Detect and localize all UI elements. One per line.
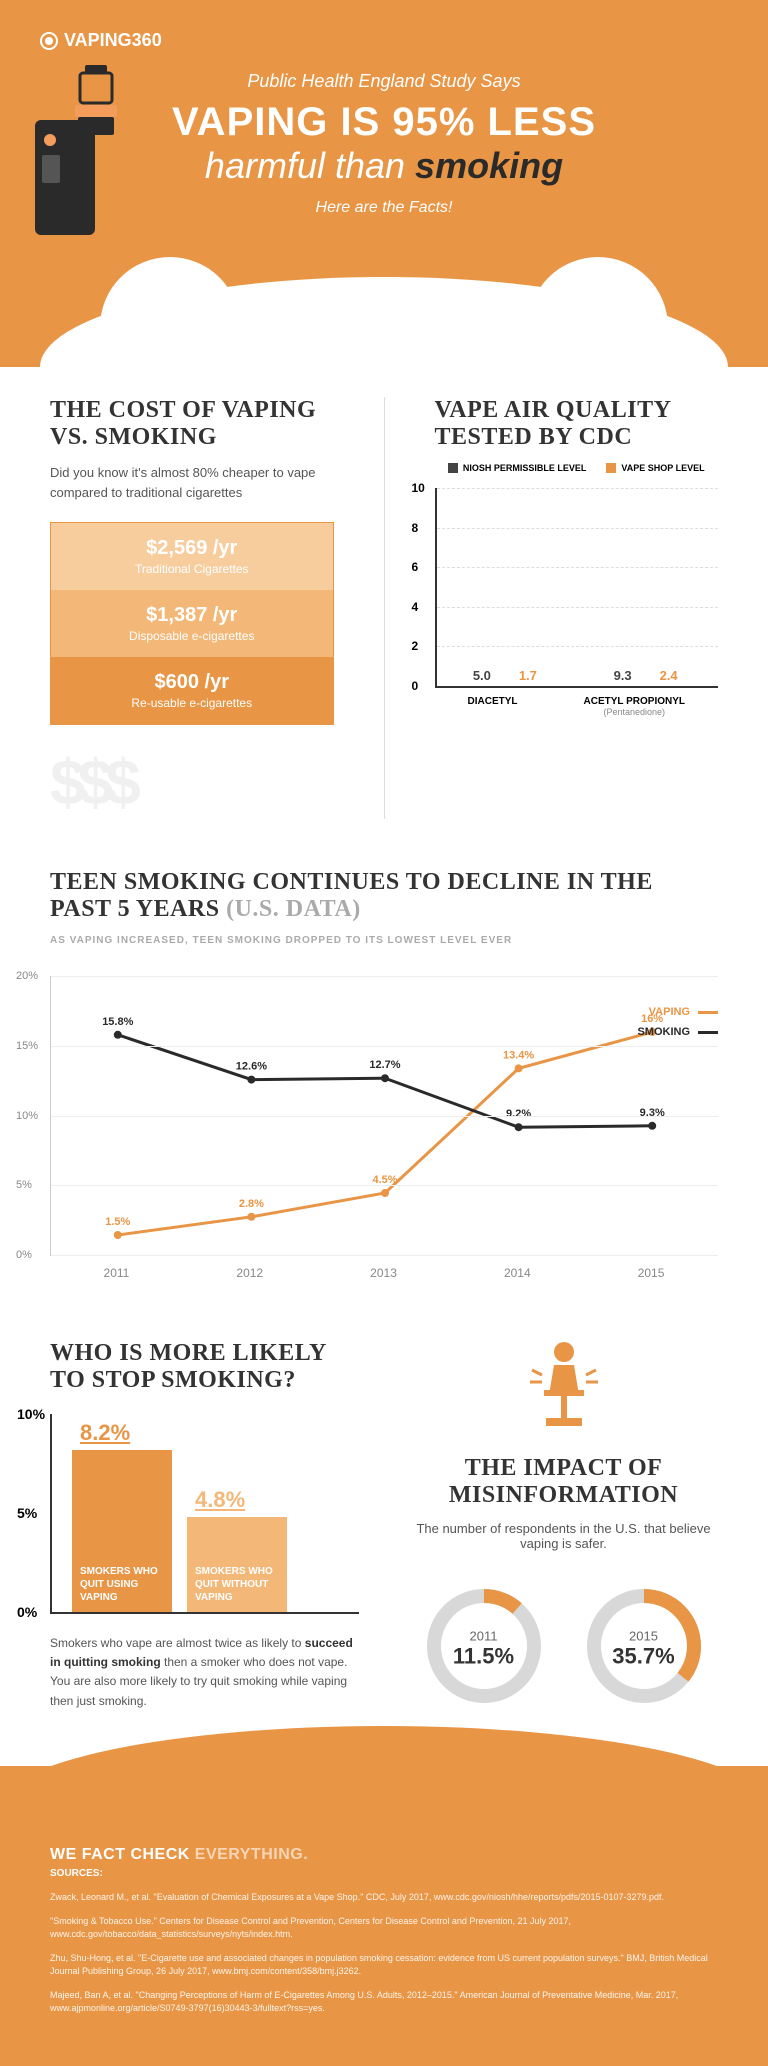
ytick: 10% [17, 1406, 45, 1422]
teen-title: TEEN SMOKING CONTINUES TO DECLINE IN THE… [50, 869, 718, 923]
quit-chart: 8.2%SMOKERS WHO QUIT USING VAPING4.8%SMO… [50, 1414, 359, 1614]
quit-bar: 4.8%SMOKERS WHO QUIT WITHOUT VAPING [187, 1517, 287, 1612]
teen-section: TEEN SMOKING CONTINUES TO DECLINE IN THE… [50, 869, 718, 1280]
hero: Public Health England Study Says VAPING … [40, 51, 728, 257]
row-1: THE COST OF VAPING VS. SMOKING Did you k… [50, 397, 718, 819]
ytick: 10% [16, 1110, 38, 1122]
legend-item: VAPE SHOP LEVEL [606, 463, 704, 473]
xlabel: 2012 [236, 1266, 263, 1280]
svg-text:9.2%: 9.2% [506, 1108, 531, 1120]
svg-text:9.3%: 9.3% [640, 1107, 665, 1119]
footer-title: WE FACT CHECK EVERYTHING. [50, 1846, 718, 1864]
podium-icon [409, 1340, 718, 1435]
cost-section: THE COST OF VAPING VS. SMOKING Did you k… [50, 397, 334, 819]
footer: WE FACT CHECK EVERYTHING. SOURCES: Zwack… [0, 1826, 768, 2066]
air-chart: 5.01.79.32.4 0246810 [435, 488, 719, 688]
misinfo-desc: The number of respondents in the U.S. th… [409, 1521, 718, 1551]
ytick: 0 [412, 679, 419, 693]
air-section: VAPE AIR QUALITY TESTED BY CDC NIOSH PER… [435, 397, 719, 819]
ytick: 6 [412, 560, 419, 574]
legend-item: SMOKING [637, 1026, 718, 1038]
xlabel: 2013 [370, 1266, 397, 1280]
cost-title: THE COST OF VAPING VS. SMOKING [50, 397, 334, 451]
air-xlabels: DIACETYL ACETYL PROPIONYL(Pentanedione) [435, 696, 719, 718]
cost-desc: Did you know it's almost 80% cheaper to … [50, 463, 334, 502]
ytick: 2 [412, 639, 419, 653]
cost-bar: $600 /yrRe-usable e-cigarettes [51, 657, 333, 724]
air-title: VAPE AIR QUALITY TESTED BY CDC [435, 397, 719, 451]
cost-bar: $2,569 /yrTraditional Cigarettes [51, 523, 333, 590]
donut: 201535.7% [579, 1581, 709, 1716]
quit-title: WHO IS MORE LIKELY TO STOP SMOKING? [50, 1340, 359, 1394]
logo: VAPING360 [40, 30, 728, 51]
row-2: WHO IS MORE LIKELY TO STOP SMOKING? 8.2%… [50, 1340, 718, 1716]
ytick: 4 [412, 600, 419, 614]
ytick: 5% [16, 1179, 32, 1191]
quit-section: WHO IS MORE LIKELY TO STOP SMOKING? 8.2%… [50, 1340, 359, 1716]
svg-text:2.8%: 2.8% [239, 1198, 264, 1210]
donut-charts: 201111.5% 201535.7% [409, 1581, 718, 1716]
cloud-divider [40, 277, 728, 367]
cost-chart: $2,569 /yrTraditional Cigarettes$1,387 /… [50, 522, 334, 725]
divider [384, 397, 385, 819]
svg-text:12.7%: 12.7% [369, 1059, 400, 1071]
ytick: 5% [17, 1505, 37, 1521]
quit-bar: 8.2%SMOKERS WHO QUIT USING VAPING [72, 1450, 172, 1612]
line-xlabels: 2011 2012 2013 2014 2015 [50, 1266, 718, 1280]
hero-subtitle: Public Health England Study Says [160, 71, 608, 92]
legend-item: NIOSH PERMISSIBLE LEVEL [448, 463, 587, 473]
hero-italic: harmful than smoking [160, 145, 608, 187]
citation: Zwack, Leonard M., et al. "Evaluation of… [50, 1891, 718, 1905]
misinfo-section: THE IMPACT OF MISINFORMATION The number … [409, 1340, 718, 1716]
quit-desc: Smokers who vape are almost twice as lik… [50, 1634, 359, 1711]
footer-sources-label: SOURCES: [50, 1868, 718, 1879]
cost-bar: $1,387 /yrDisposable e-cigarettes [51, 590, 333, 657]
citation: Majeed, Ban A, et al. "Changing Percepti… [50, 1989, 718, 2016]
ytick: 8 [412, 521, 419, 535]
logo-text: VAPING360 [64, 30, 162, 51]
legend-item: VAPING [637, 1006, 718, 1018]
svg-text:1.5%: 1.5% [105, 1216, 130, 1228]
misinfo-title: THE IMPACT OF MISINFORMATION [409, 1455, 718, 1509]
hero-facts: Here are the Facts! [160, 199, 608, 217]
ytick: 0% [17, 1604, 37, 1620]
content: THE COST OF VAPING VS. SMOKING Did you k… [0, 367, 768, 1766]
line-chart: 1.5%2.8%4.5%13.4%16%15.8%12.6%12.7%9.2%9… [50, 976, 718, 1256]
svg-text:13.4%: 13.4% [503, 1049, 534, 1061]
citation: "Smoking & Tobacco Use." Centers for Dis… [50, 1915, 718, 1942]
teen-caption: AS VAPING INCREASED, TEEN SMOKING DROPPE… [50, 935, 718, 946]
wave-divider [0, 1766, 768, 1826]
xlabel: ACETYL PROPIONYL(Pentanedione) [584, 696, 686, 718]
svg-text:15.8%: 15.8% [102, 1016, 133, 1028]
dollar-decoration: $$$ [50, 745, 334, 819]
ytick: 10 [412, 481, 425, 495]
footer-citations: Zwack, Leonard M., et al. "Evaluation of… [50, 1891, 718, 2016]
header-section: VAPING360 Public Health England Study Sa… [0, 0, 768, 367]
ytick: 15% [16, 1040, 38, 1052]
donut: 201111.5% [419, 1581, 549, 1716]
svg-text:12.6%: 12.6% [236, 1061, 267, 1073]
citation: Zhu, Shu-Hong, et al. "E-Cigarette use a… [50, 1952, 718, 1979]
xlabel: 2011 [104, 1266, 130, 1280]
xlabel: DIACETYL [468, 696, 518, 718]
air-legend: NIOSH PERMISSIBLE LEVEL VAPE SHOP LEVEL [435, 463, 719, 473]
logo-icon [40, 32, 58, 50]
ytick: 20% [16, 970, 38, 982]
svg-text:4.5%: 4.5% [372, 1174, 397, 1186]
xlabel: 2014 [504, 1266, 531, 1280]
ytick: 0% [16, 1249, 32, 1261]
line-legend: VAPING SMOKING [637, 1006, 718, 1046]
xlabel: 2015 [638, 1266, 665, 1280]
hero-main: VAPING IS 95% LESS [160, 100, 608, 145]
